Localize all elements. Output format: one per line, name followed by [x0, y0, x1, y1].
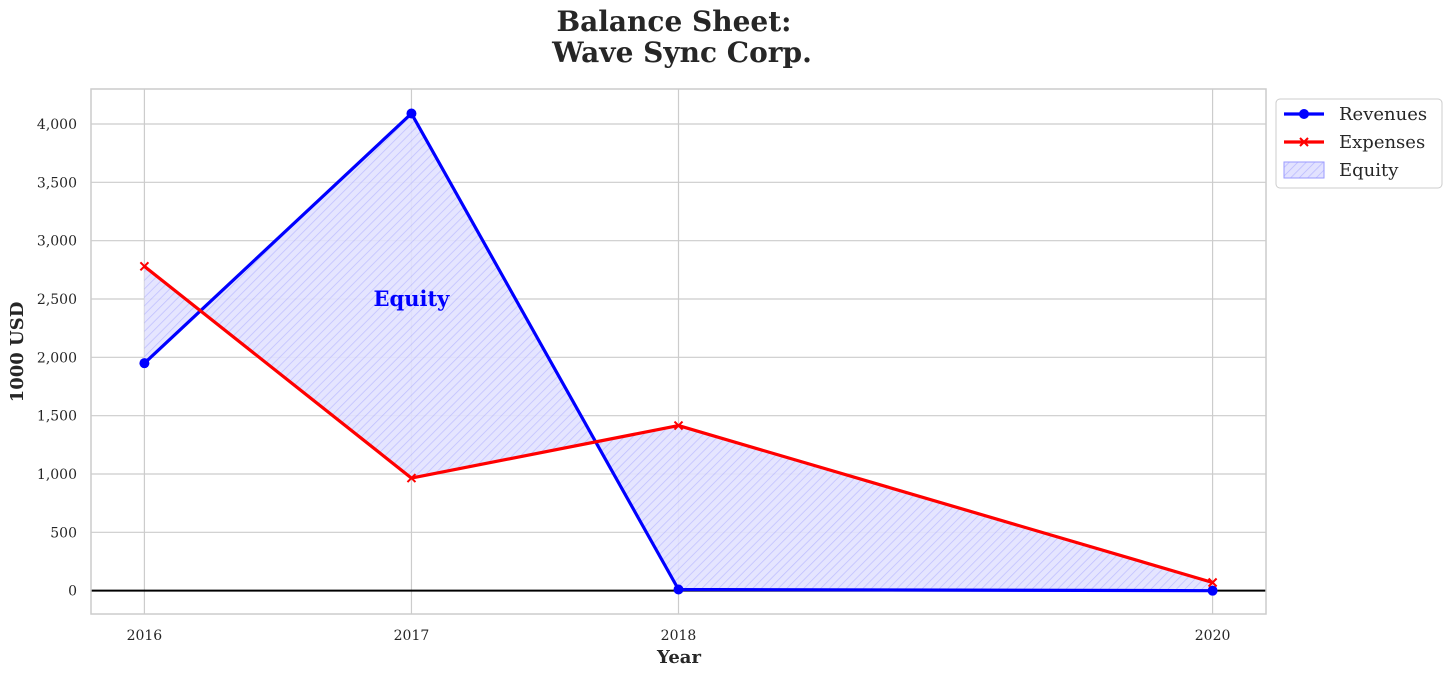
- equity-area: [144, 113, 1213, 591]
- expenses-point: [673, 420, 684, 431]
- revenues-point: [406, 108, 417, 119]
- legend-expenses-marker: [1299, 137, 1309, 147]
- revenues-point: [1207, 585, 1218, 596]
- revenues-point: [673, 584, 684, 595]
- x-tick-label: 2018: [661, 628, 697, 644]
- legend: Revenues Expenses Equity: [1275, 98, 1443, 189]
- expenses-point: [139, 261, 150, 272]
- revenues-line: [143, 111, 1213, 593]
- x-marker-stroke: [406, 473, 417, 483]
- x-tick-label: 2020: [1195, 628, 1231, 644]
- expenses-line: [143, 265, 1214, 585]
- x-marker-stroke: [673, 420, 684, 431]
- y-tick-label: 3,500: [37, 175, 77, 191]
- legend-equity-swatch: [1283, 161, 1325, 179]
- y-tick-label: 4,000: [37, 117, 77, 133]
- x-marker-stroke: [1299, 137, 1309, 147]
- expenses-point: [406, 473, 417, 483]
- plot-frame: [90, 88, 1267, 615]
- y-tick-label: 1,000: [37, 467, 77, 483]
- chart-title: Balance Sheet:: [556, 5, 791, 38]
- legend-revenues-label: Revenues: [1339, 104, 1427, 125]
- equity-fill: [144, 113, 1213, 591]
- expenses-point: [1207, 577, 1218, 588]
- y-axis-label: 1000 USD: [7, 302, 28, 403]
- y-tick-label: 2,500: [37, 292, 77, 308]
- x-tick-label: 2017: [394, 628, 430, 644]
- revenues-point: [139, 358, 150, 369]
- y-tick-label: 3,000: [37, 234, 77, 250]
- legend-equity-label: Equity: [1339, 160, 1399, 181]
- y-tick-label: 1,500: [37, 409, 77, 425]
- series-lines: [139, 108, 1218, 596]
- tick-labels: 0 500 1,000 1,500 2,000 2,500 3,000 3,500 4,000 2…: [37, 117, 1231, 644]
- y-tick-label: 0: [68, 584, 77, 600]
- y-tick-label: 500: [50, 525, 77, 541]
- x-marker-stroke: [139, 261, 150, 272]
- y-tick-label: 2,000: [37, 350, 77, 366]
- equity-annotation: Equity: [374, 286, 451, 311]
- x-marker-stroke: [1207, 577, 1218, 588]
- x-axis-label: Year: [656, 647, 701, 668]
- chart-subtitle: Wave Sync Corp.: [551, 36, 812, 69]
- x-tick-label: 2016: [127, 628, 163, 644]
- legend-revenues-marker: [1299, 109, 1309, 119]
- legend-expenses-label: Expenses: [1339, 132, 1425, 153]
